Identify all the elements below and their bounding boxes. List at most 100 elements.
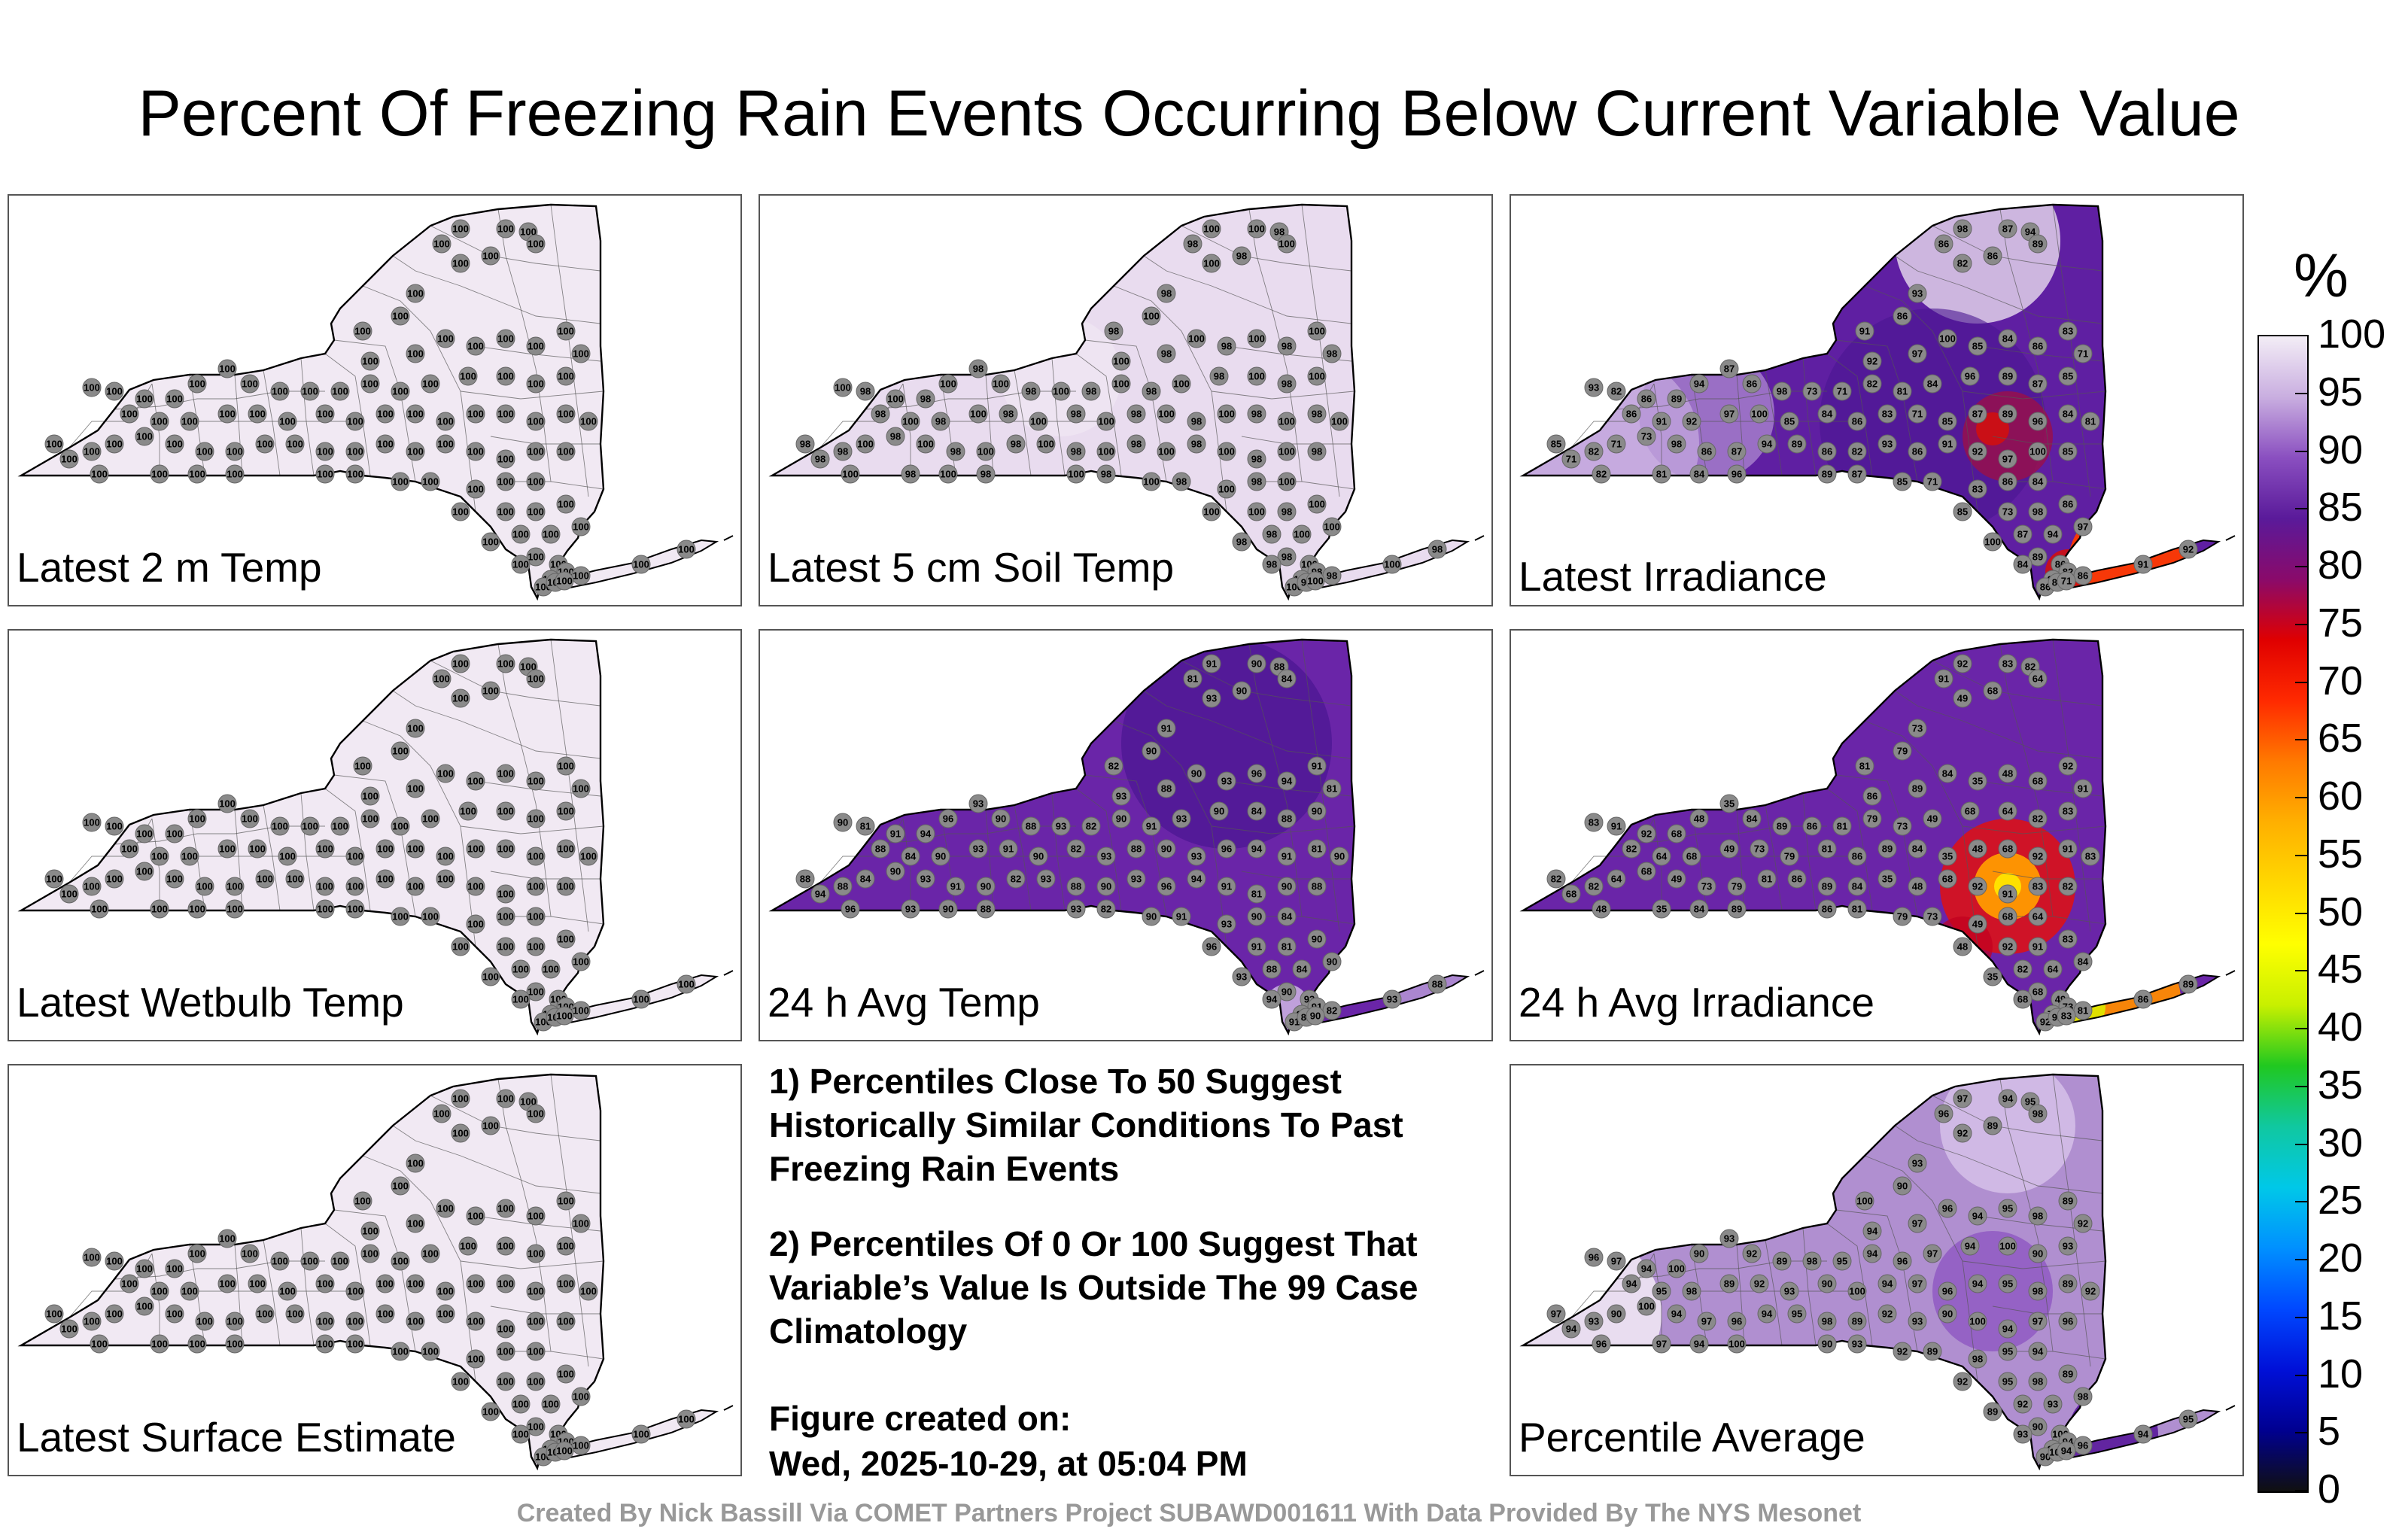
station-value: 91 [1146,821,1157,832]
station-value: 100 [242,1248,258,1260]
station-value: 92 [1957,1128,1968,1139]
state-outline [17,638,605,1036]
station-marker: 100 [451,502,470,521]
station-marker: 100 [165,434,184,454]
station-value: 91 [1221,881,1232,892]
station-marker: 93 [1780,1281,1799,1301]
station-marker: 98 [1081,381,1101,401]
station-value: 100 [433,239,450,250]
station-value: 94 [815,889,826,900]
station-marker: 91 [1247,937,1266,956]
station-marker: 100 [90,1334,109,1354]
station-marker: 100 [345,899,365,919]
credit-line: Created By Nick Bassill Via COMET Partne… [516,1499,1862,1527]
station-value: 86 [1852,416,1862,427]
station-marker: 100 [255,434,275,454]
station-marker: 100 [391,741,410,761]
station-marker: 100 [1172,374,1191,394]
station-value: 98 [1236,251,1247,262]
fishers-island [2225,535,2236,541]
colorbar-tick: 75 [2318,600,2364,646]
station-marker: 84 [1923,374,1942,394]
station-marker: 100 [451,937,470,956]
station-value: 81 [1312,843,1322,855]
station-marker: 100 [526,442,546,461]
station-value: 82 [1108,761,1119,772]
station-marker: 97 [2028,1312,2048,1331]
station-marker: 100 [436,764,455,783]
station-marker: 100 [526,1342,546,1361]
station-value: 71 [1566,454,1576,465]
station-value: 92 [2078,1218,2088,1230]
station-marker: 92 [1953,1372,1972,1391]
station-marker: 89 [1772,816,1792,836]
station-value: 95 [2002,1203,2013,1214]
station-marker: 94 [2028,1342,2048,1361]
station-value: 100 [437,768,454,780]
county-line [324,1223,371,1346]
station-value: 93 [1191,851,1202,862]
station-value: 100 [302,1256,318,1267]
station-value: 97 [1912,1278,1923,1290]
station-marker: 100 [526,771,546,791]
station-value: 100 [1278,239,1295,250]
station-value: 90 [935,851,946,862]
station-marker: 85 [1546,434,1566,454]
station-value: 90 [1161,843,1172,855]
station-value: 93 [2048,1399,2058,1410]
station-value: 100 [392,1256,409,1267]
station-value: 93 [1852,1339,1862,1350]
station-value: 98 [1282,552,1292,563]
station-marker: 90 [1938,1304,1957,1324]
station-marker: 98 [1322,566,1342,585]
station-value: 98 [1327,348,1337,360]
station-value: 100 [1030,416,1047,427]
station-value: 98 [1187,239,1198,250]
station-value: 89 [2063,1278,2073,1290]
colorbar-tick-mark [2295,739,2307,741]
station-value: 100 [84,881,100,892]
station-marker: 93 [1217,914,1236,934]
station-value: 94 [1266,994,1278,1005]
county-line [151,1253,160,1345]
long-island-outline [1296,974,1470,1025]
station-value: 81 [860,821,871,832]
station-marker: 100 [496,907,515,926]
station-value: 82 [1626,843,1637,855]
station-value: 100 [1068,469,1084,480]
station-value: 100 [528,476,544,488]
station-value: 83 [2063,326,2073,337]
station-marker: 71 [2057,571,2076,591]
station-marker: 91 [2058,839,2078,859]
station-value: 89 [2063,1196,2073,1207]
station-marker: 100 [1217,479,1236,499]
station-marker: 84 [2013,555,2033,574]
county-line [1084,339,1167,482]
station-marker: 100 [195,1312,214,1331]
fishers-island [1474,970,1485,976]
station-marker: 100 [59,884,79,904]
station-value: 100 [392,746,409,757]
station-value: 100 [61,1324,78,1335]
station-value: 100 [452,693,469,704]
station-value: 84 [2033,476,2044,488]
station-marker: 100 [225,1312,245,1331]
state-outline [17,1073,605,1471]
station-marker: 100 [406,1154,425,1173]
station-marker: 100 [225,877,245,896]
station-marker: 90 [1817,1274,1837,1293]
station-value: 81 [1859,761,1870,772]
station-value: 100 [1856,1196,1873,1207]
station-marker: 100 [217,359,237,378]
station-value: 92 [2017,1399,2028,1410]
station-marker: 90 [1689,1244,1709,1263]
station-marker: 79 [1727,877,1747,896]
station-marker: 98 [1427,540,1447,559]
station-value: 81 [1897,386,1908,397]
station-value: 100 [528,776,544,787]
station-marker: 100 [406,344,425,363]
station-marker: 98 [1802,1251,1822,1271]
station-value: 100 [528,446,544,457]
station-marker: 100 [571,952,591,971]
station-marker: 100 [571,566,591,585]
